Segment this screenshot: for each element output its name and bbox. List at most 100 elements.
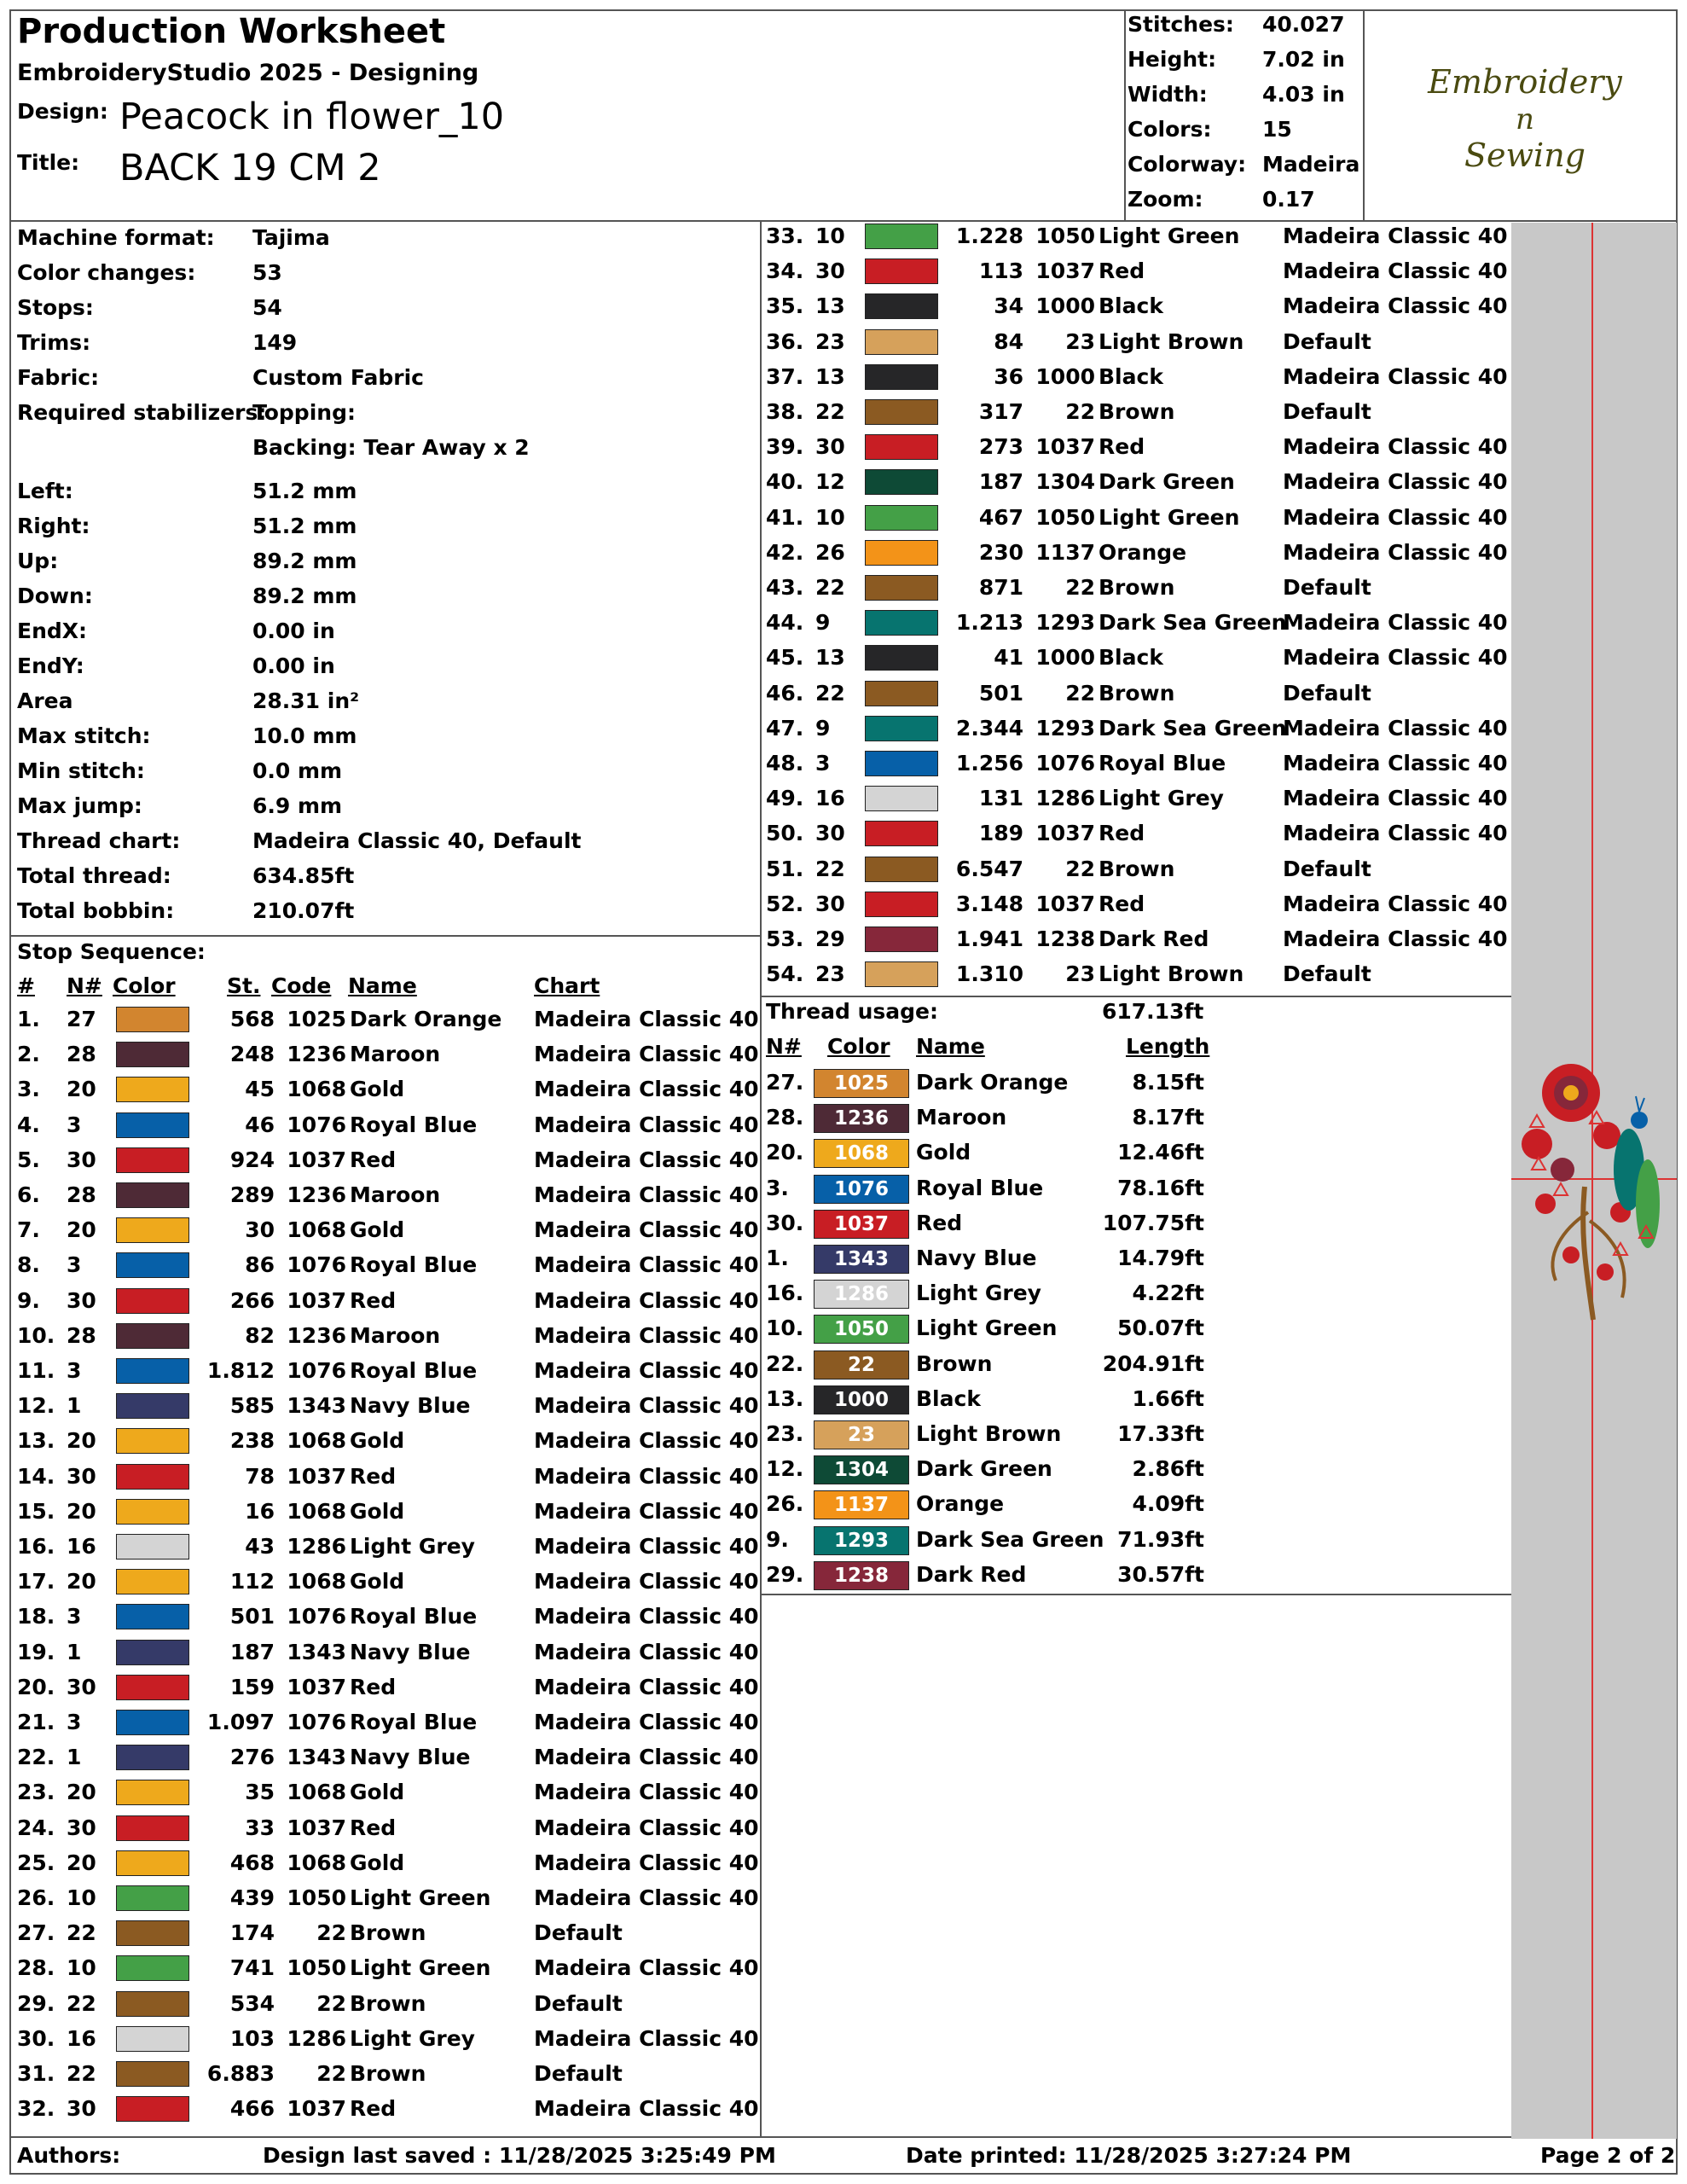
stop-row: 22. 1 276 1343 Navy Blue Madeira Classic 40: [17, 1741, 759, 1776]
design-title: BACK 19 CM 2: [119, 147, 381, 189]
stop-stitches: 871: [978, 575, 1023, 600]
thread-chart: Madeira Classic 40: [1283, 610, 1508, 636]
stop-index: 5.: [17, 1147, 40, 1172]
summary-label: Width:: [1128, 82, 1208, 107]
footer-divider: [9, 2136, 1678, 2138]
thread-code: 1050: [287, 1885, 346, 1910]
color-swatch: [116, 1534, 189, 1560]
usage-header-n: N#: [766, 1034, 802, 1059]
usage-length: 4.22ft: [1132, 1281, 1204, 1306]
stop-index: 14.: [17, 1463, 55, 1489]
thread-code: 22: [316, 2061, 346, 2086]
stop-index: 13.: [17, 1428, 55, 1454]
summary-label: Height:: [1128, 47, 1217, 72]
stop-needle: 20: [67, 1428, 96, 1454]
thread-code: 1037: [1035, 434, 1095, 460]
color-swatch: [116, 1955, 189, 1982]
usage-row: 23. 23 Light Brown 17.33ft: [766, 1418, 1209, 1453]
usage-row: 10. 1050 Light Green 50.07ft: [766, 1312, 1209, 1347]
color-chip: 1236: [814, 1104, 909, 1134]
stop-index: 40.: [766, 469, 804, 495]
stop-needle: 13: [815, 363, 845, 389]
thread-code: 1000: [1035, 363, 1095, 389]
thread-code: 1236: [287, 1182, 346, 1207]
stop-index: 9.: [17, 1287, 40, 1313]
color-chip: 22: [814, 1350, 909, 1380]
usage-thread-name: Brown: [916, 1350, 993, 1376]
stop-index: 4.: [17, 1112, 40, 1137]
summary-value: 0.17: [1262, 187, 1315, 212]
stop-row: 45. 13 41 1000 Black Madeira Classic 40: [766, 642, 1508, 677]
stop-row: 7. 20 30 1068 Gold Madeira Classic 40: [17, 1214, 759, 1249]
stop-stitches: 6.883: [206, 2061, 275, 2086]
stop-index: 29.: [17, 1990, 55, 2016]
usage-length: 2.86ft: [1132, 1456, 1204, 1482]
thread-chart: Madeira Classic 40: [534, 1604, 759, 1629]
logo-divider: [1363, 9, 1365, 222]
thread-name: Maroon: [350, 1042, 441, 1067]
usage-thread-name: Dark Orange: [916, 1070, 1069, 1095]
thread-name: Royal Blue: [350, 1112, 478, 1137]
detail-value: 0.0 mm: [252, 758, 343, 783]
color-swatch: [116, 1252, 189, 1279]
stop-row: 44. 9 1.213 1293 Dark Sea Green Madeira Class…: [766, 607, 1508, 642]
usage-needle: 10.: [766, 1316, 804, 1341]
title-label: Title:: [17, 150, 80, 175]
stop-needle: 1: [67, 1745, 82, 1770]
logo-line-3: Sewing: [1464, 136, 1586, 174]
thread-name: Light Grey: [350, 1534, 475, 1559]
usage-needle: 23.: [766, 1421, 804, 1446]
color-swatch: [865, 224, 938, 249]
stop-stitches: 3.148: [955, 891, 1023, 916]
color-swatch: [865, 715, 938, 741]
thread-name: Gold: [350, 1498, 405, 1524]
color-swatch: [116, 1920, 189, 1947]
thread-chart: Madeira Classic 40: [534, 1358, 759, 1383]
stop-stitches: 34: [994, 293, 1023, 319]
thread-code: 1286: [287, 1534, 346, 1559]
stop-needle: 22: [67, 1920, 96, 1946]
stop-stitches: 568: [229, 1007, 275, 1031]
thread-name: Royal Blue: [1099, 751, 1226, 775]
color-swatch: [865, 751, 938, 776]
stop-needle: 3: [67, 1112, 82, 1137]
thread-name: Red: [350, 1147, 397, 1172]
color-swatch: [116, 1042, 189, 1068]
color-swatch: [116, 1077, 189, 1103]
thread-name: Royal Blue: [350, 1604, 478, 1629]
footer-date-printed: Date printed: 11/28/2025 3:27:24 PM: [906, 2143, 1352, 2168]
stop-stitches: 501: [978, 680, 1023, 706]
color-chip: 1304: [814, 1455, 909, 1485]
stop-row: 4. 3 46 1076 Royal Blue Madeira Classic 40: [17, 1109, 759, 1144]
detail-value: 89.2 mm: [252, 549, 357, 573]
stop-stitches: 82: [245, 1322, 275, 1348]
color-swatch: [116, 1639, 189, 1665]
thread-chart: Madeira Classic 40: [534, 1885, 759, 1910]
color-swatch: [865, 821, 938, 847]
color-swatch: [865, 961, 938, 988]
detail-label: Trims:: [17, 330, 91, 355]
stop-stitches: 534: [229, 1990, 275, 2016]
thread-name: Navy Blue: [350, 1745, 471, 1770]
stop-stitches: 585: [229, 1393, 275, 1419]
thread-code: 1037: [287, 1463, 346, 1489]
thread-chart: Default: [534, 1990, 623, 2016]
detail-label: Thread chart:: [17, 828, 181, 853]
thread-chart: Madeira Classic 40: [1283, 891, 1508, 916]
thread-name: Light Green: [1099, 504, 1240, 530]
stop-row: 20. 30 159 1037 Red Madeira Classic 40: [17, 1671, 759, 1706]
thread-code: 1293: [1035, 610, 1095, 636]
stop-stitches: 1.812: [206, 1358, 275, 1383]
stop-index: 41.: [766, 504, 804, 530]
thread-name: Royal Blue: [350, 1710, 478, 1734]
thread-name: Light Brown: [1099, 328, 1244, 354]
color-swatch: [865, 786, 938, 812]
stop-needle: 22: [67, 1990, 96, 2016]
thread-name: Light Grey: [1099, 786, 1224, 811]
thread-name: Navy Blue: [350, 1639, 471, 1664]
summary-value: Madeira: [1262, 152, 1360, 177]
stop-row: 54. 23 1.310 23 Light Brown Default: [766, 958, 1508, 993]
thread-name: Red: [350, 2096, 397, 2122]
color-swatch: [865, 926, 938, 952]
thread-chart: Default: [1283, 575, 1371, 600]
